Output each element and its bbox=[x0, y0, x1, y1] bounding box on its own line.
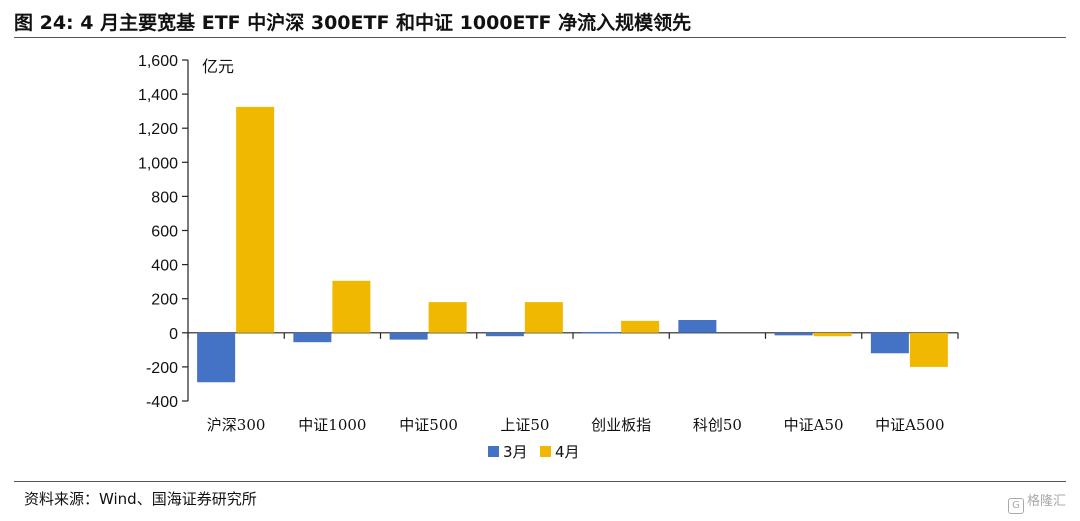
legend-swatch-march bbox=[488, 446, 499, 457]
y-tick-label: 0 bbox=[169, 326, 178, 343]
bar-april bbox=[332, 280, 371, 333]
bar-april bbox=[813, 332, 852, 337]
bar-march bbox=[678, 320, 717, 333]
category-label: 中证A50 bbox=[784, 416, 844, 434]
category-label: 中证1000 bbox=[298, 416, 366, 434]
y-tick-label: 400 bbox=[151, 258, 178, 275]
bar-march bbox=[197, 332, 236, 383]
y-tick-label: 200 bbox=[151, 292, 178, 309]
y-tick-label: 1,200 bbox=[138, 121, 178, 138]
source-note: 资料来源：Wind、国海证券研究所 bbox=[24, 490, 257, 508]
y-tick-label: 600 bbox=[151, 224, 178, 241]
category-label: 中证A500 bbox=[875, 416, 944, 434]
bar-april bbox=[236, 106, 275, 333]
bar-march bbox=[389, 332, 428, 340]
category-label: 科创50 bbox=[693, 416, 742, 434]
y-tick-label: 1,000 bbox=[138, 155, 178, 172]
bar-april bbox=[621, 320, 660, 333]
bar-march bbox=[582, 331, 621, 334]
legend-label-april: 4月 bbox=[555, 443, 580, 461]
y-tick-label: 800 bbox=[151, 189, 178, 206]
category-label: 上证50 bbox=[500, 416, 549, 434]
legend-swatch-april bbox=[540, 446, 551, 457]
y-unit-label: 亿元 bbox=[202, 57, 234, 76]
watermark-text: 格隆汇 bbox=[1026, 494, 1066, 509]
y-tick-label: 1,400 bbox=[138, 87, 178, 104]
category-label: 中证500 bbox=[399, 416, 458, 434]
bar-march bbox=[293, 332, 332, 343]
bar-april bbox=[428, 302, 467, 333]
bar-march bbox=[870, 332, 909, 354]
bar-march bbox=[485, 332, 524, 337]
bar-april bbox=[524, 302, 563, 333]
figure-title: 图 24: 4 月主要宽基 ETF 中沪深 300ETF 和中证 1000ETF… bbox=[14, 12, 692, 34]
legend-label-march: 3月 bbox=[503, 443, 528, 461]
category-label: 沪深300 bbox=[207, 416, 266, 434]
y-tick-label: 1,600 bbox=[138, 53, 178, 70]
y-tick-label: -200 bbox=[146, 360, 178, 377]
watermark-logo-icon: G bbox=[1007, 498, 1024, 514]
title-rule bbox=[14, 37, 1066, 38]
source-rule bbox=[14, 481, 1066, 482]
bar-april bbox=[909, 332, 948, 367]
watermark: G 格隆汇 bbox=[1007, 490, 1066, 514]
y-tick-label: -400 bbox=[146, 394, 178, 411]
bar-march bbox=[774, 332, 813, 336]
category-label: 创业板指 bbox=[591, 416, 651, 434]
